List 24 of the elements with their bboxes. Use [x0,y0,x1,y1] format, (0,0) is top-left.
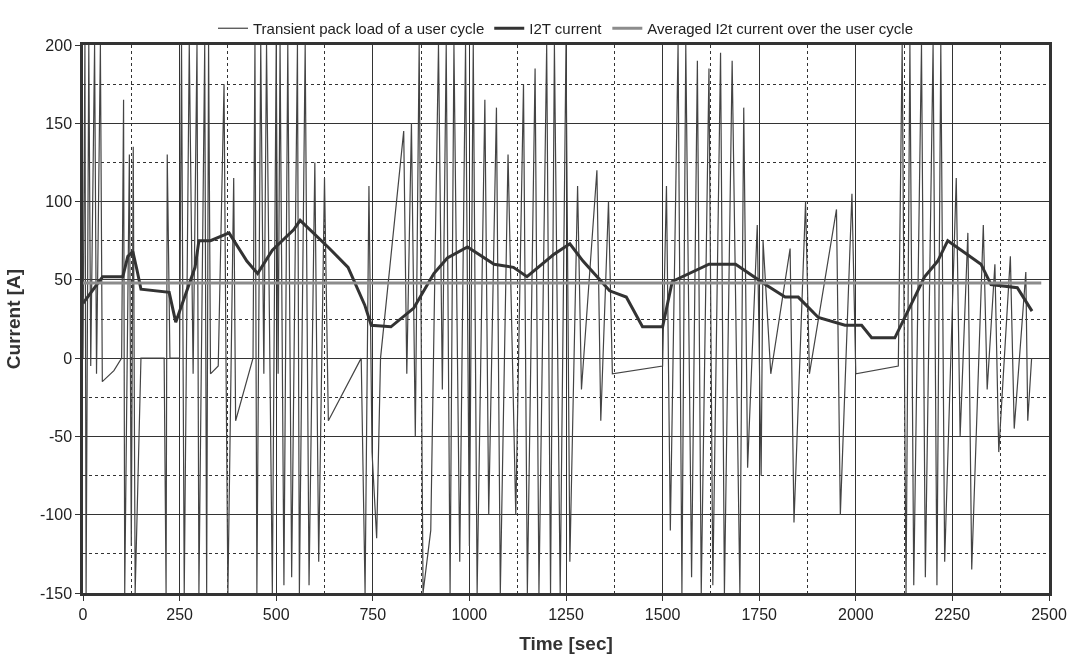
x-tick-label: 1000 [451,605,488,623]
x-tick-label: 1500 [644,605,681,623]
x-tick-label: 250 [166,605,194,623]
y-tick-label: 200 [45,36,73,54]
y-tick-label: -50 [48,428,73,446]
x-tick-label: 1750 [741,605,778,623]
x-axis-title: Time [sec] [519,632,613,654]
y-tick-label: -100 [40,506,73,524]
y-tick-label: 50 [54,271,73,289]
y-tick-label: 0 [63,349,73,367]
y-tick-label: -150 [40,584,73,602]
legend-label: Transient pack load of a user cycle [253,20,485,38]
legend-label: Averaged I2t current over the user cycle [647,20,914,38]
x-tick-label: 2250 [934,605,971,623]
legend-label: I2T current [529,20,603,38]
x-tick-label: 2500 [1031,605,1067,623]
y-axis-title: Current [A] [2,268,24,370]
x-tick-label: 1250 [548,605,584,623]
x-tick-label: 750 [359,605,387,623]
y-tick-label: 150 [45,114,73,132]
x-tick-label: 0 [78,605,88,623]
x-tick-label: 500 [262,605,290,623]
x-tick-label: 2000 [838,605,874,623]
y-tick-label: 100 [45,193,73,211]
